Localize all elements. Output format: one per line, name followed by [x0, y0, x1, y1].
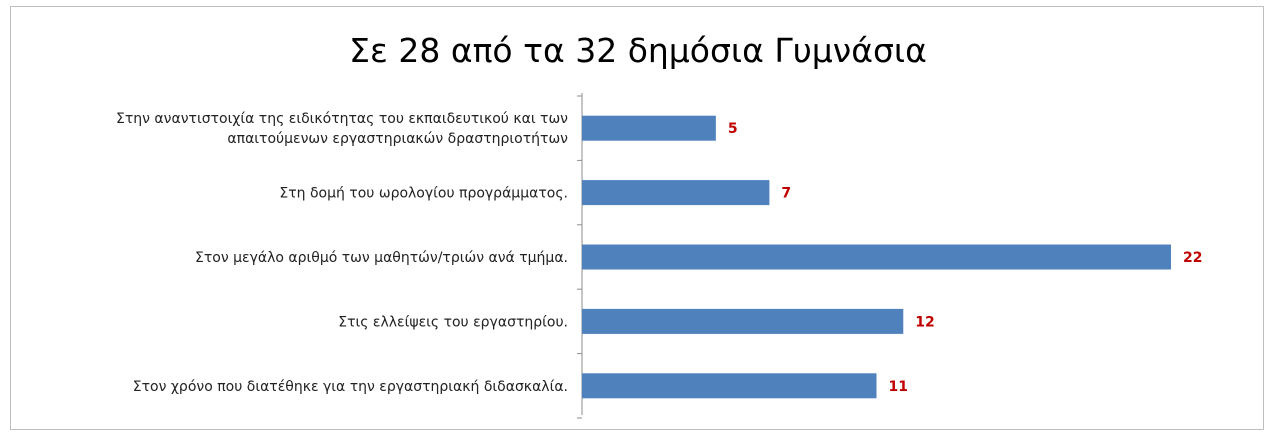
- data-label: 7: [781, 186, 791, 202]
- bar: [582, 115, 716, 141]
- category-label: Στην αναντιστοιχία της ειδικότητας του ε…: [116, 111, 568, 127]
- data-label: 11: [889, 379, 908, 395]
- bar: [582, 308, 904, 334]
- category-label: απαιτούμενων εργαστηριακών δραστηριοτήτω…: [227, 131, 568, 147]
- data-label: 22: [1183, 250, 1202, 266]
- data-label: 5: [728, 121, 738, 137]
- bar-chart: 5 Στην αναντιστοιχία της ειδικότητας του …: [116, 93, 1202, 419]
- bar: [582, 373, 877, 399]
- category-label: Στη δομή του ωρολογίου προγράμματος.: [279, 186, 568, 202]
- category-label: Στον χρόνο που διατέθηκε για την εργαστη…: [133, 379, 568, 395]
- chart-title: Σε 28 από τα 32 δημόσια Γυμνάσια: [349, 31, 927, 70]
- data-label: 12: [915, 314, 934, 330]
- bar: [582, 244, 1171, 270]
- chart-frame: Σε 28 από τα 32 δημόσια Γυμνάσια 5 Στην α…: [10, 6, 1264, 430]
- bar: [582, 180, 770, 206]
- category-label: Στις ελλείψεις του εργαστηρίου.: [338, 314, 568, 330]
- category-label: Στον μεγάλο αριθμό των μαθητών/τριών ανά…: [195, 250, 568, 266]
